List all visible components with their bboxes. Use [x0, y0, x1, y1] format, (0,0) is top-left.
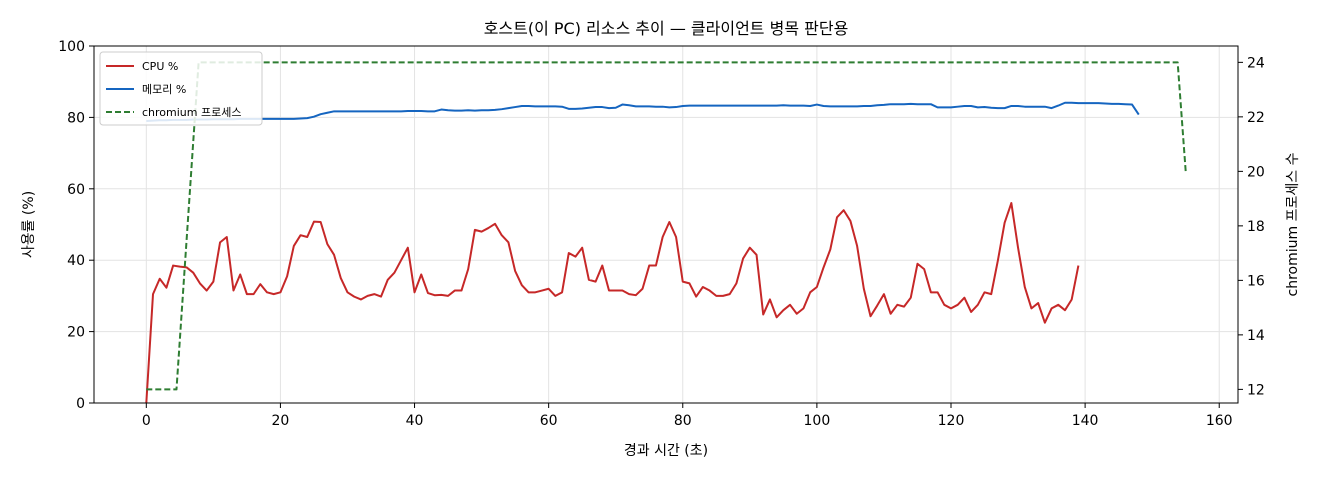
- y-axis-right: 12 14 16 18 20 22 24: [1238, 55, 1265, 398]
- legend-box: [99, 51, 263, 126]
- y-tick-label: 40: [67, 253, 85, 269]
- y-axis-label: 사용률 (%): [21, 191, 37, 258]
- y2-tick-label: 16: [1247, 273, 1265, 289]
- chromium-series-line: [146, 61, 1187, 391]
- y2-axis-label: chromium 프로세스 수: [1285, 152, 1301, 296]
- legend-label-memory: 메모리 %: [142, 83, 186, 96]
- plot-frame: [93, 45, 1239, 404]
- memory-series-line: [146, 101, 1140, 122]
- y2-tick-label: 14: [1247, 328, 1265, 344]
- legend-label-chromium: chromium 프로세스: [142, 106, 241, 119]
- x-tick-label: 100: [804, 413, 831, 429]
- y-axis-left: 0 20 40 60 80 100: [58, 39, 94, 412]
- y2-tick-label: 24: [1247, 55, 1265, 71]
- y-tick-label: 80: [67, 110, 85, 126]
- y-tick-label: 60: [67, 182, 85, 198]
- series-layer: [145, 61, 1187, 404]
- y2-tick-label: 18: [1247, 219, 1265, 235]
- x-tick-label: 160: [1206, 413, 1233, 429]
- cpu-series-line: [145, 202, 1080, 404]
- legend: CPU % 메모리 % chromium 프로세스: [99, 51, 263, 126]
- y2-tick-label: 22: [1247, 110, 1265, 126]
- x-axis-label: 경과 시간 (초): [624, 443, 708, 459]
- x-axis: 0 20 40 60 80 100 120 140 160: [142, 403, 1233, 429]
- x-tick-label: 20: [272, 413, 290, 429]
- y-tick-label: 100: [58, 39, 85, 55]
- x-tick-label: 120: [938, 413, 965, 429]
- x-tick-label: 60: [540, 413, 558, 429]
- x-tick-label: 40: [406, 413, 424, 429]
- x-tick-label: 140: [1072, 413, 1099, 429]
- chart-title: 호스트(이 PC) 리소스 추이 — 클라이언트 병목 판단용: [484, 19, 849, 38]
- legend-label-cpu: CPU %: [142, 60, 178, 73]
- y-tick-label: 0: [76, 396, 85, 412]
- x-tick-label: 0: [142, 413, 151, 429]
- y-tick-label: 20: [67, 325, 85, 341]
- x-tick-label: 80: [674, 413, 692, 429]
- y2-tick-label: 20: [1247, 164, 1265, 180]
- y2-tick-label: 12: [1247, 382, 1265, 398]
